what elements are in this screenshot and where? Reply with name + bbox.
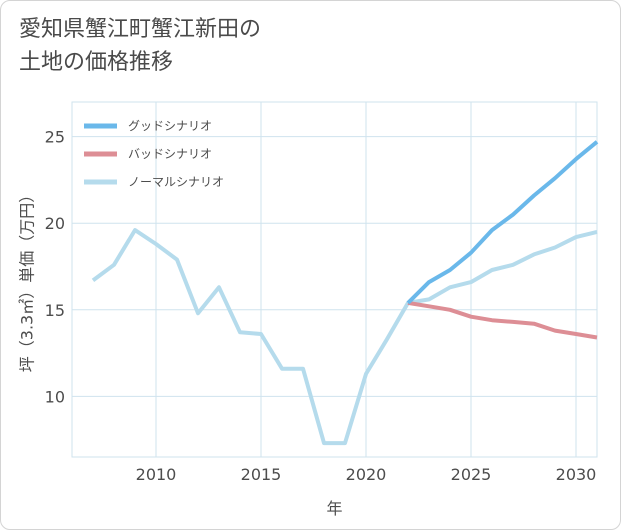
series-line-2 — [407, 300, 598, 340]
grid — [71, 101, 598, 458]
y-axis-label: 坪（3.3㎡）単価（万円） — [18, 187, 37, 372]
legend-label-1: グッドシナリオ — [128, 119, 212, 133]
x-axis-label: 年 — [326, 499, 342, 518]
plot-frame — [71, 101, 598, 458]
y-tick-label: 10 — [45, 387, 65, 406]
series-lines — [91, 140, 599, 446]
y-tick-label: 15 — [45, 301, 65, 320]
chart-title: 愛知県蟹江町蟹江新田の 土地の価格推移 — [19, 13, 261, 79]
chart-title-line-1: 愛知県蟹江町蟹江新田の — [19, 17, 262, 42]
y-tick-label: 20 — [45, 214, 65, 233]
legend-label-3: ノーマルシナリオ — [128, 175, 224, 189]
x-tick-label: 2010 — [136, 465, 177, 484]
y-tick-label: 25 — [45, 128, 65, 147]
x-tick-label: 2015 — [241, 465, 282, 484]
x-tick-label: 2025 — [451, 465, 492, 484]
chart-title-line-2: 土地の価格推移 — [19, 50, 174, 75]
series-line-1 — [406, 140, 599, 305]
x-tick-label: 2030 — [556, 465, 597, 484]
legend-label-2: バッドシナリオ — [128, 147, 212, 161]
series-line-3 — [91, 228, 598, 446]
x-tick-label: 2020 — [346, 465, 387, 484]
